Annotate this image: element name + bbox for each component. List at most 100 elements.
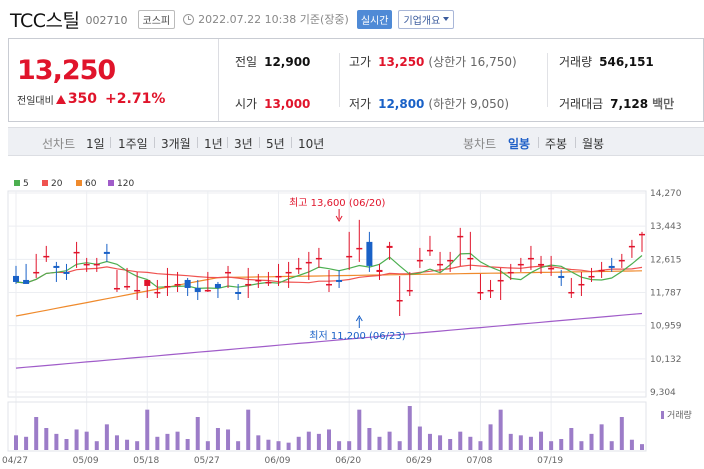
volume-bar: [518, 435, 523, 450]
candle-body: [13, 275, 19, 282]
volume-bar: [44, 428, 49, 450]
trade-amount: 거래대금 7,128 백만: [559, 97, 675, 111]
volume-bar: [367, 428, 372, 450]
candle-body: [578, 283, 585, 286]
ma5-line: [15, 252, 643, 290]
up-arrow-icon: [55, 94, 66, 104]
legend-swatch: [42, 180, 48, 186]
volume-bar: [528, 436, 533, 450]
candle-body: [437, 263, 444, 266]
candle-body: [93, 263, 100, 266]
volume-bar: [286, 442, 291, 450]
volume-legend-label: 거래량: [667, 409, 692, 421]
tab-1week[interactable]: 1주일: [118, 137, 148, 151]
tab-1year[interactable]: 1년: [204, 137, 223, 151]
volume-bar: [256, 435, 261, 450]
volume-bar: [448, 439, 453, 450]
divider: [110, 137, 111, 148]
x-tick-label: 06/29: [406, 456, 432, 466]
x-tick-label: 05/18: [133, 456, 159, 466]
volume-frame: [7, 401, 647, 452]
candle-body: [184, 279, 191, 288]
candle-body: [204, 289, 211, 292]
divider: [339, 53, 340, 107]
volume-bar: [337, 441, 342, 450]
candle-body: [225, 271, 232, 274]
candle-body: [194, 287, 201, 292]
volume-bar: [296, 436, 301, 450]
stock-name: TCC스틸: [10, 9, 80, 32]
tab-weekly[interactable]: 주봉: [545, 137, 568, 151]
candle-body: [588, 275, 595, 278]
candle-body: [487, 289, 494, 292]
line-chart-label[interactable]: 선차트: [42, 137, 76, 151]
candle-body: [83, 263, 90, 266]
stock-code: 002710: [85, 14, 128, 27]
candle-body: [23, 279, 30, 284]
candle-body: [174, 283, 181, 286]
candle-body: [73, 251, 80, 254]
volume-bar: [427, 433, 432, 450]
legend-label: 60: [85, 179, 97, 189]
candle-body: [598, 269, 605, 272]
volume-bar: [215, 428, 220, 450]
divider: [547, 53, 548, 107]
volume-bar: [599, 424, 604, 450]
high-annotation: 최고 13,600 (06/20): [289, 197, 385, 209]
tab-5year[interactable]: 5년: [266, 137, 285, 151]
candle-body: [406, 289, 413, 292]
market-badge: 코스피: [137, 9, 176, 29]
candle-body: [558, 275, 565, 278]
candle-body: [326, 283, 332, 286]
low-price: 저가 12,800 (하한가 9,050): [349, 97, 510, 111]
tab-10year[interactable]: 10년: [298, 137, 325, 151]
candle-body: [467, 257, 474, 260]
y-tick-label: 10,959: [650, 322, 682, 332]
candle-body: [507, 271, 514, 274]
volume-bar: [559, 439, 564, 450]
volume-bar: [347, 441, 352, 450]
candle-body: [426, 249, 433, 252]
change-percent: +2.71%: [105, 91, 166, 107]
candle-body: [527, 257, 534, 260]
volume-bar: [34, 417, 39, 450]
realtime-button[interactable]: 실시간: [356, 9, 393, 29]
chevron-down-icon: [443, 17, 450, 21]
candle-body: [376, 269, 383, 272]
volume-bar: [619, 417, 624, 450]
legend-label: 20: [51, 179, 63, 189]
candle-body: [285, 271, 292, 274]
volume-bar: [357, 409, 362, 450]
candle-chart-label[interactable]: 봉차트: [463, 137, 497, 151]
tab-monthly[interactable]: 월봉: [582, 137, 605, 151]
volume-bar: [205, 441, 210, 450]
volume-bar: [458, 431, 463, 450]
volume-bar: [417, 426, 422, 450]
candle-body: [639, 233, 645, 236]
low-annotation: 최저 11,200 (06/23): [309, 330, 405, 342]
candle-body: [113, 287, 120, 290]
candle-body: [568, 291, 575, 294]
volume-bar: [640, 444, 644, 450]
divider: [575, 137, 576, 148]
tab-3year[interactable]: 3년: [234, 137, 253, 151]
tab-3month[interactable]: 3개월: [161, 137, 191, 151]
candle-body: [517, 263, 524, 266]
ma120-line: [15, 312, 643, 369]
volume-bar: [478, 441, 483, 450]
company-overview-dropdown[interactable]: 기업개요: [398, 9, 455, 29]
candle-body: [608, 265, 615, 268]
volume-bar: [609, 441, 614, 450]
open-price: 시가 13,000: [235, 97, 311, 111]
x-tick-label: 06/09: [265, 456, 291, 466]
tab-daily[interactable]: 일봉: [508, 137, 531, 151]
volume-bar: [629, 439, 634, 450]
tab-1day[interactable]: 1일: [86, 137, 105, 151]
candle-body: [305, 261, 312, 264]
stock-chart[interactable]: 5 20 60 120 14,27013,44312,61511,78710,9591…: [0, 173, 704, 469]
candlesticks: [13, 219, 645, 317]
price-area: 13,250 전일대비 350 +2.71%: [9, 39, 219, 121]
volume-bar: [377, 436, 382, 450]
volume-bar: [125, 439, 130, 450]
volume-bar: [54, 433, 59, 450]
